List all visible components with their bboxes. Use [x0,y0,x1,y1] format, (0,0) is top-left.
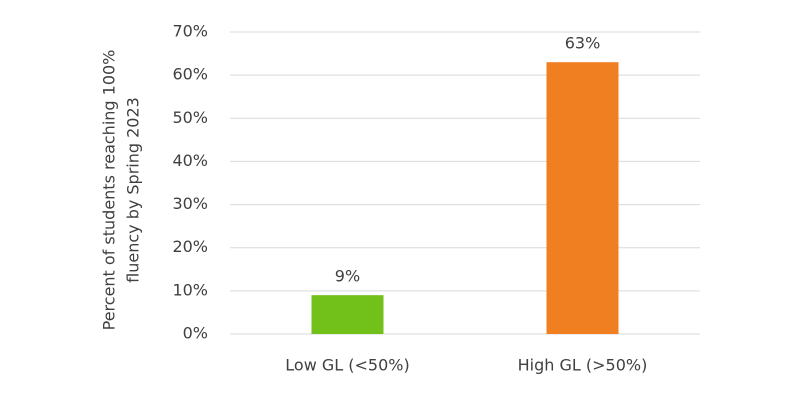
y-tick-label: 30% [172,194,208,213]
y-axis-label: fluency by Spring 2023 [124,97,143,283]
bar [311,295,384,334]
x-tick-label: High GL (>50%) [518,356,648,375]
data-label: 9% [335,267,360,286]
x-tick-label: Low GL (<50%) [285,356,409,375]
y-axis-label: Percent of students reaching 100% [100,50,119,331]
y-tick-label: 0% [183,324,208,343]
y-tick-label: 70% [172,22,208,41]
y-tick-label: 40% [172,151,208,170]
data-label: 63% [565,34,601,53]
bar [546,62,619,334]
y-tick-label: 50% [172,108,208,127]
y-tick-label: 60% [172,65,208,84]
y-tick-label: 20% [172,237,208,256]
y-tick-label: 10% [172,280,208,299]
